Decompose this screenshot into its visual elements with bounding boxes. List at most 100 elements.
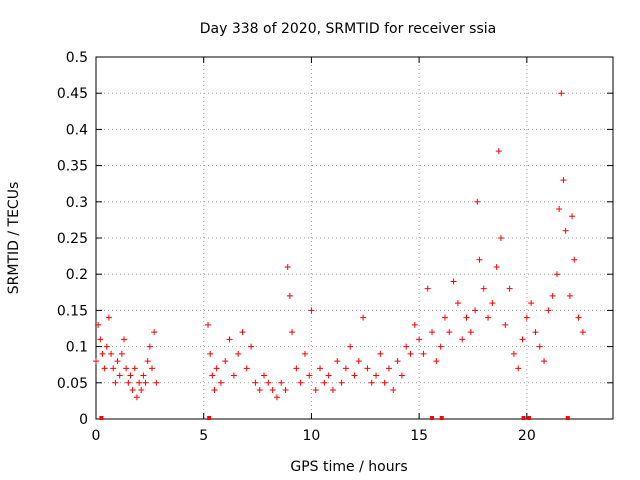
data-point (153, 379, 160, 386)
data-point (142, 379, 149, 386)
data-point (566, 292, 573, 299)
data-point (284, 263, 291, 270)
data-point (502, 321, 509, 328)
data-point (140, 372, 147, 379)
data-point (146, 343, 153, 350)
data-point (211, 387, 218, 394)
data-point (334, 358, 341, 365)
data-point (325, 372, 332, 379)
data-point (575, 314, 582, 321)
data-point (222, 358, 229, 365)
y-tick-label: 0.35 (57, 159, 88, 175)
data-point (351, 372, 358, 379)
data-point (97, 336, 104, 343)
y-tick-label: 0.05 (57, 376, 88, 392)
y-axis-label: SRMTID / TECUs (6, 182, 22, 295)
gap-marker (526, 416, 531, 420)
data-point (556, 206, 563, 213)
data-point (398, 372, 405, 379)
y-tick-label: 0.25 (57, 231, 88, 247)
data-point (485, 314, 492, 321)
grid-lines (96, 57, 613, 419)
data-point (403, 343, 410, 350)
data-point (312, 387, 319, 394)
data-point (463, 314, 470, 321)
data-point (407, 350, 414, 357)
x-tick-label: 5 (199, 428, 208, 444)
data-point (355, 358, 362, 365)
x-tick-label: 15 (410, 428, 428, 444)
chart-title: Day 338 of 2020, SRMTID for receiver ssi… (200, 21, 496, 37)
x-tick-label: 20 (518, 428, 536, 444)
data-point (252, 379, 259, 386)
data-point (545, 307, 552, 314)
data-point (273, 394, 280, 401)
data-point (129, 387, 136, 394)
data-point (114, 358, 121, 365)
data-point (239, 329, 246, 336)
y-tick-label: 0.15 (57, 303, 88, 319)
y-tick-label: 0.1 (66, 340, 88, 356)
data-point (368, 379, 375, 386)
data-point (297, 379, 304, 386)
data-point (476, 256, 483, 263)
data-point (293, 365, 300, 372)
x-tick-label: 0 (92, 428, 101, 444)
data-point (93, 358, 99, 365)
data-point (151, 329, 158, 336)
data-point (317, 365, 324, 372)
axis-ticks: 0 0.05 0.1 0.15 0.2 0.25 0.3 0.35 0.4 0.45 0.5 0 5 10… (57, 50, 613, 444)
data-point (289, 329, 296, 336)
data-point (127, 372, 134, 379)
data-point (467, 329, 474, 336)
data-point (489, 300, 496, 307)
data-point (523, 314, 530, 321)
data-point (213, 365, 220, 372)
data-point (446, 329, 453, 336)
data-point (364, 365, 371, 372)
data-point (420, 350, 427, 357)
data-point (230, 372, 237, 379)
data-point (480, 285, 487, 292)
data-point (235, 350, 242, 357)
y-tick-label: 0.45 (57, 86, 88, 102)
data-point (265, 379, 272, 386)
data-point (528, 300, 535, 307)
gap-markers (99, 416, 570, 420)
data-point (571, 256, 578, 263)
data-point (256, 387, 263, 394)
data-point (541, 358, 548, 365)
data-point (493, 263, 500, 270)
data-point (301, 350, 308, 357)
gap-marker (521, 416, 526, 420)
data-point (136, 379, 143, 386)
data-point (103, 343, 110, 350)
data-point (261, 372, 268, 379)
data-point (390, 387, 397, 394)
data-point (329, 387, 336, 394)
data-point (347, 343, 354, 350)
data-point (429, 329, 436, 336)
data-point (536, 343, 543, 350)
data-point (217, 379, 224, 386)
data-point (123, 365, 130, 372)
data-point (243, 365, 250, 372)
data-point (553, 271, 560, 278)
data-point (338, 379, 345, 386)
data-point (306, 372, 313, 379)
x-tick-label: 10 (303, 428, 321, 444)
data-point (562, 227, 569, 234)
data-point (474, 198, 481, 205)
data-point (226, 336, 233, 343)
data-point (278, 379, 285, 386)
data-point (459, 336, 466, 343)
data-point (205, 321, 212, 328)
gap-marker (430, 416, 435, 420)
data-point (558, 90, 565, 97)
y-tick-label: 0.4 (66, 122, 88, 138)
data-point (207, 350, 214, 357)
data-point (105, 314, 112, 321)
data-point (133, 394, 140, 401)
